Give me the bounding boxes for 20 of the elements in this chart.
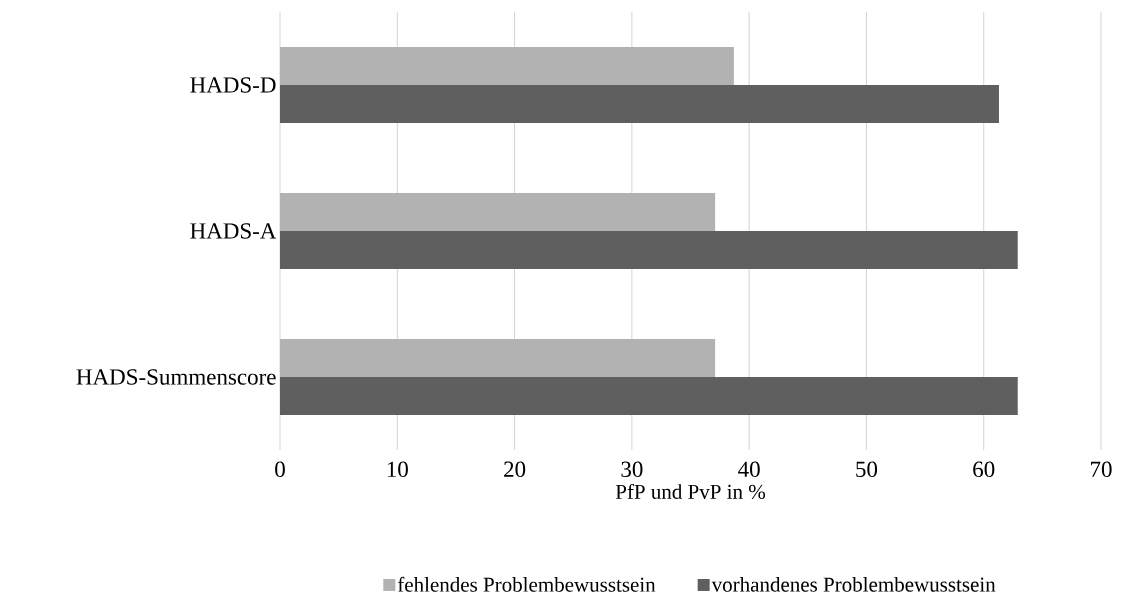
x-tick-label: 70 xyxy=(1091,461,1112,478)
legend-label: fehlendes Problembewusstsein xyxy=(397,576,656,592)
bar xyxy=(280,230,1018,269)
x-tick-label: 30 xyxy=(621,461,643,478)
y-tick-label: HADS-D xyxy=(190,77,276,93)
bar xyxy=(280,376,1018,415)
x-tick-label: 10 xyxy=(387,461,408,478)
x-tick-label: 60 xyxy=(973,461,995,478)
x-tick-label: 50 xyxy=(856,461,878,478)
bar xyxy=(280,47,734,85)
x-axis-title: PfP und PvP in % xyxy=(615,483,766,499)
y-tick-label: HADS-Summenscore xyxy=(76,369,276,385)
legend-label: vorhandenes Problembewusstsein xyxy=(711,576,996,592)
bar xyxy=(280,338,716,377)
x-tick-label: 20 xyxy=(504,461,526,478)
x-tick-label: 40 xyxy=(738,461,760,478)
bar xyxy=(280,85,999,123)
y-tick-label: HADS-A xyxy=(190,223,277,239)
x-tick-label: 0 xyxy=(275,461,285,478)
bar xyxy=(280,193,716,231)
